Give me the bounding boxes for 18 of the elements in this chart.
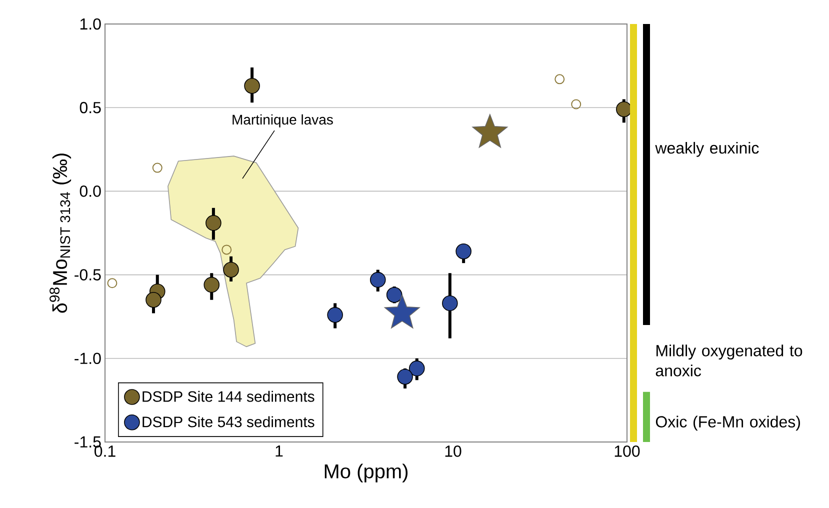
text: Oxic (Fe-Mn oxides) xyxy=(656,416,800,431)
y-tick-label: -1.5 xyxy=(74,436,101,448)
x-tick-label: 0.1 xyxy=(94,446,116,457)
y-tick-label: -1.0 xyxy=(74,352,101,364)
text: weakly euxinic xyxy=(655,142,759,157)
legend-label: DSDP Site 543 sediments xyxy=(142,416,314,428)
y-tick-label: -0.5 xyxy=(74,269,101,280)
y-tick-label: 1.0 xyxy=(80,18,101,30)
text: Mildly oxygenated to anoxic xyxy=(656,344,802,376)
y-axis-title: δ$^{98}$Mo$_{NIST 3134}$ (‰) xyxy=(50,154,72,313)
annotation: Martinique lavas xyxy=(232,114,333,128)
x-tick-label: 10 xyxy=(445,446,462,457)
y-tick-label: 0.0 xyxy=(80,186,101,197)
x-axis-title: Mo (ppm) xyxy=(324,464,408,482)
legend-label: DSDP Site 144 sediments xyxy=(142,390,314,402)
y-tick-label: 0.5 xyxy=(80,102,101,114)
x-tick-label: 1 xyxy=(276,446,283,457)
x-tick-label: 100 xyxy=(614,446,640,457)
